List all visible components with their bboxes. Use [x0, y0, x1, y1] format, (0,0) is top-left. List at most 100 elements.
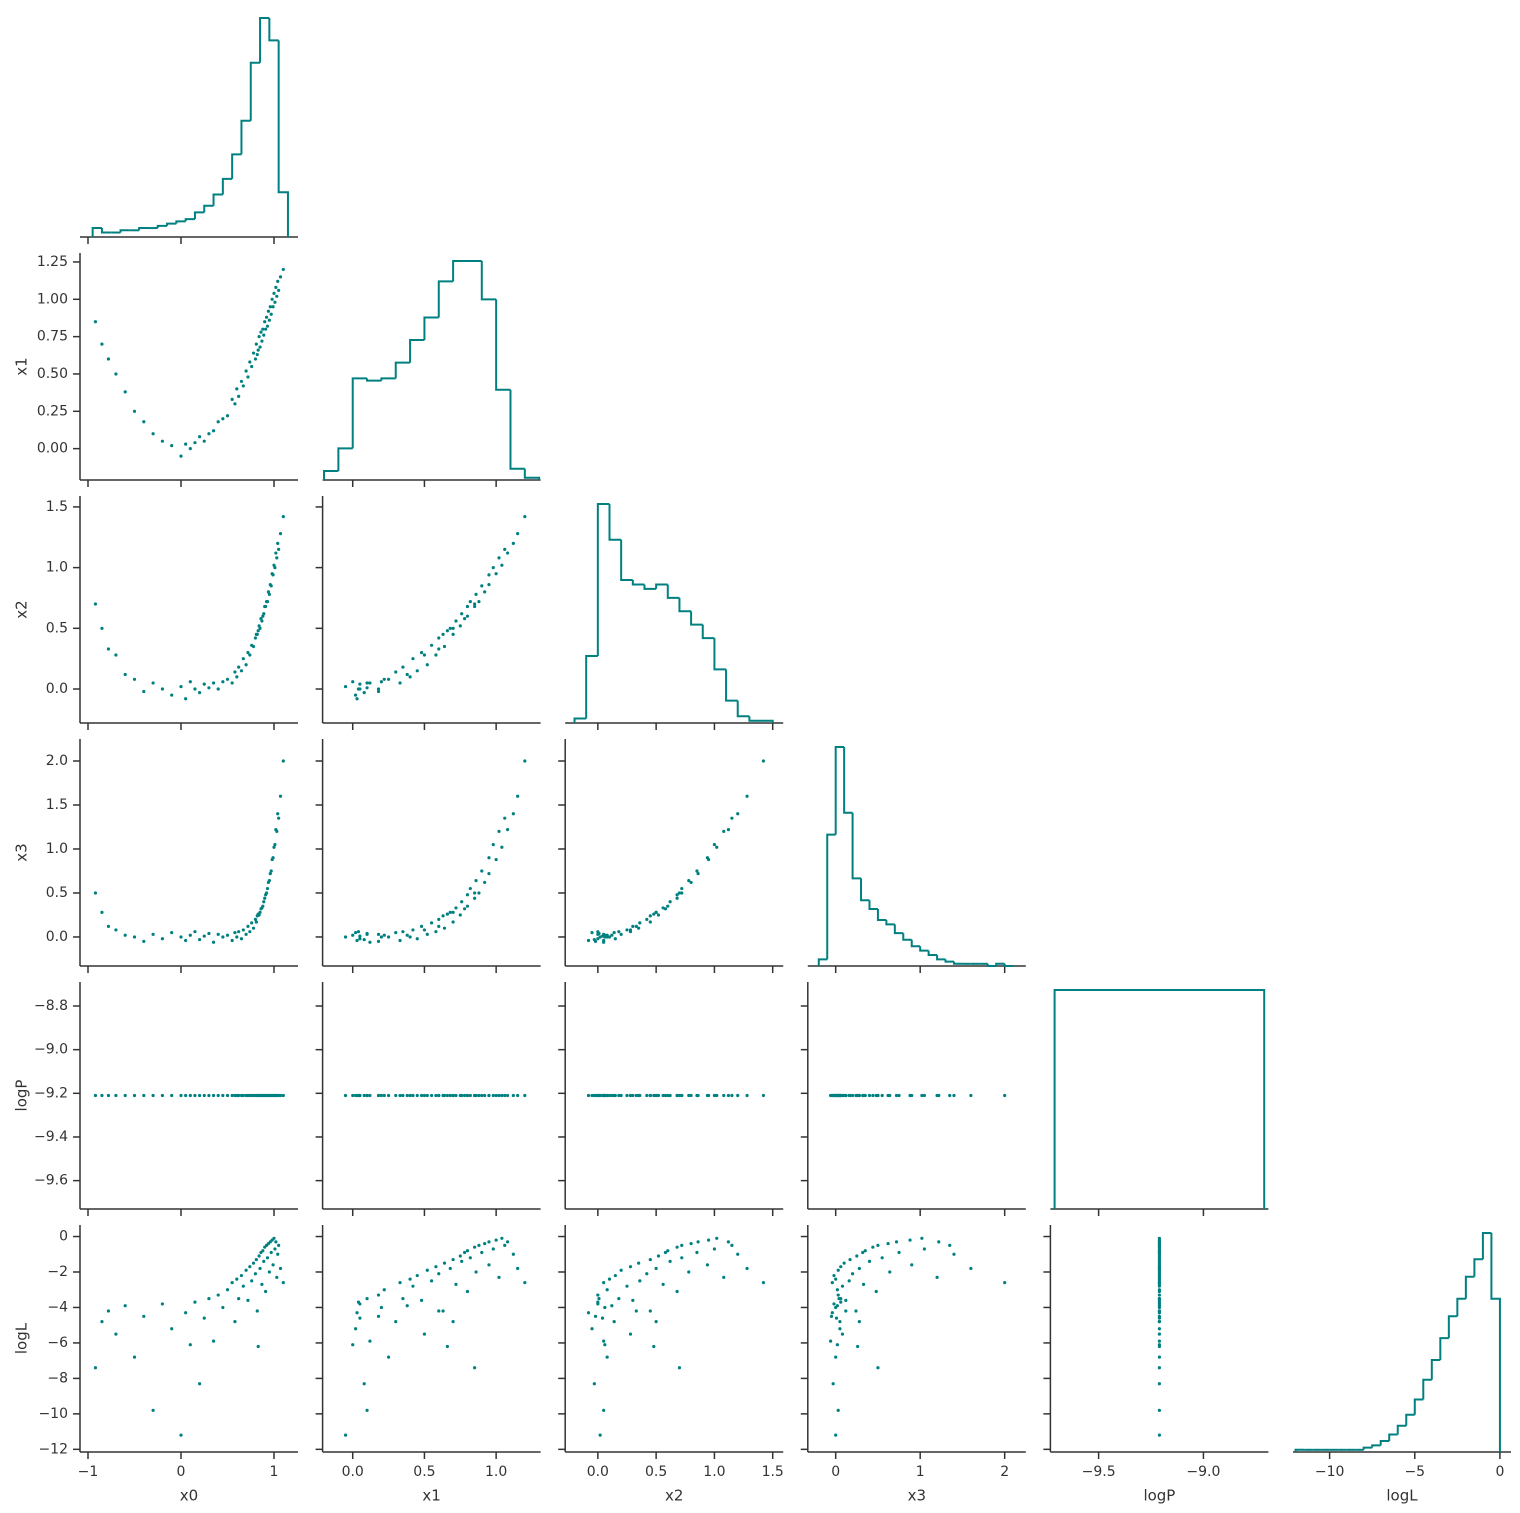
scatter-point — [281, 759, 285, 763]
scatter-point — [829, 1339, 833, 1343]
scatter-point — [437, 1309, 441, 1313]
scatter-point — [250, 364, 254, 369]
scatter-point — [473, 1245, 477, 1249]
scatter-point — [593, 1314, 598, 1318]
scatter-point — [462, 1093, 467, 1098]
scatter-point — [597, 1296, 601, 1301]
scatter-point — [1157, 1270, 1161, 1274]
scatter-point — [415, 1273, 419, 1278]
scatter-point — [273, 566, 277, 570]
scatter-point — [353, 1327, 358, 1331]
scatter-point — [628, 930, 633, 934]
scatter-point — [123, 390, 127, 394]
histogram-bin — [952, 961, 963, 965]
scatter-point — [619, 1268, 623, 1272]
scatter-point — [398, 1281, 402, 1285]
scatter-point — [612, 930, 616, 935]
scatter-point — [211, 681, 216, 685]
scatter-point — [451, 920, 455, 924]
scatter-point — [207, 686, 211, 690]
scatter-point — [268, 305, 272, 309]
scatter-point — [847, 1279, 851, 1283]
scatter-point — [351, 933, 355, 937]
scatter-point — [425, 1268, 429, 1272]
scatter-point — [480, 584, 484, 588]
scatter-point — [408, 1093, 412, 1098]
scatter-point — [473, 604, 477, 609]
histogram-bin — [620, 539, 633, 581]
scatter-point — [1157, 1243, 1161, 1247]
scatter-point — [897, 1250, 901, 1255]
scatter-point — [856, 1093, 860, 1098]
scatter-point — [211, 1339, 216, 1343]
scatter-point — [437, 647, 441, 651]
scatter-point — [241, 1093, 245, 1098]
scatter-point — [100, 1093, 104, 1098]
x-tick-label: 1 — [916, 1464, 925, 1480]
scatter-point — [745, 1266, 749, 1271]
scatter-point — [271, 573, 275, 577]
scatter-point — [100, 626, 104, 630]
scatter-point — [465, 614, 470, 618]
scatter-point — [188, 447, 192, 451]
scatter-point — [854, 1309, 858, 1313]
scatter-point — [202, 934, 206, 938]
scatter-point — [425, 932, 429, 936]
scatter-point — [365, 1296, 369, 1301]
scatter-point — [705, 1263, 710, 1267]
scatter-point — [188, 1343, 192, 1347]
scatter-point — [631, 1298, 635, 1302]
scatter-point — [500, 563, 504, 567]
scatter-point — [368, 681, 372, 685]
scatter-point — [267, 592, 271, 596]
scatter-point — [487, 856, 491, 860]
y-tick-label: 1.0 — [46, 841, 68, 857]
scatter-point — [251, 351, 256, 355]
scatter-point — [248, 1265, 252, 1269]
scatter-point — [250, 921, 254, 925]
scatter-point — [269, 312, 273, 316]
scatter-point — [259, 617, 263, 621]
scatter-point — [516, 1266, 520, 1271]
scatter-point — [480, 1250, 484, 1255]
scatter-point — [142, 1093, 146, 1098]
histogram-bin — [1362, 1446, 1373, 1450]
scatter-point — [411, 928, 415, 932]
scatter-point — [248, 360, 252, 364]
scatter-point — [221, 1093, 225, 1098]
histogram-bin — [156, 224, 168, 229]
scatter-point — [610, 1304, 614, 1308]
scatter-point — [503, 1243, 507, 1247]
scatter-point — [480, 869, 484, 873]
scatter-point — [840, 1332, 845, 1336]
scatter-point — [494, 1238, 498, 1242]
scatter-point — [1157, 1298, 1161, 1302]
scatter-point — [251, 1261, 256, 1265]
scatter-point — [260, 1282, 264, 1287]
scatter-point — [430, 643, 434, 647]
scatter-point — [908, 1238, 912, 1242]
scatter-point — [202, 1093, 206, 1098]
scatter-point — [842, 1261, 846, 1265]
scatter-point — [411, 657, 415, 661]
x-tick-label: 0.0 — [587, 1464, 609, 1480]
scatter-point — [663, 1250, 668, 1255]
scatter-point — [730, 1243, 734, 1247]
scatter-point — [448, 626, 452, 630]
scatter-point — [408, 675, 412, 679]
histogram-bin — [423, 316, 439, 341]
scatter-point — [216, 932, 220, 936]
y-tick-label: 0.5 — [46, 620, 68, 636]
scatter-point — [712, 1247, 717, 1251]
scatter-point — [680, 1093, 684, 1098]
scatter-point — [706, 1238, 711, 1242]
scatter-point — [415, 1093, 419, 1098]
scatter-point — [834, 1316, 839, 1320]
histogram-bin — [323, 469, 339, 480]
scatter-point — [613, 1273, 617, 1278]
histogram-bin — [1447, 1315, 1458, 1339]
x-tick-label: 0 — [831, 1464, 840, 1480]
scatter-point — [233, 930, 237, 935]
histogram-bin — [868, 900, 878, 911]
